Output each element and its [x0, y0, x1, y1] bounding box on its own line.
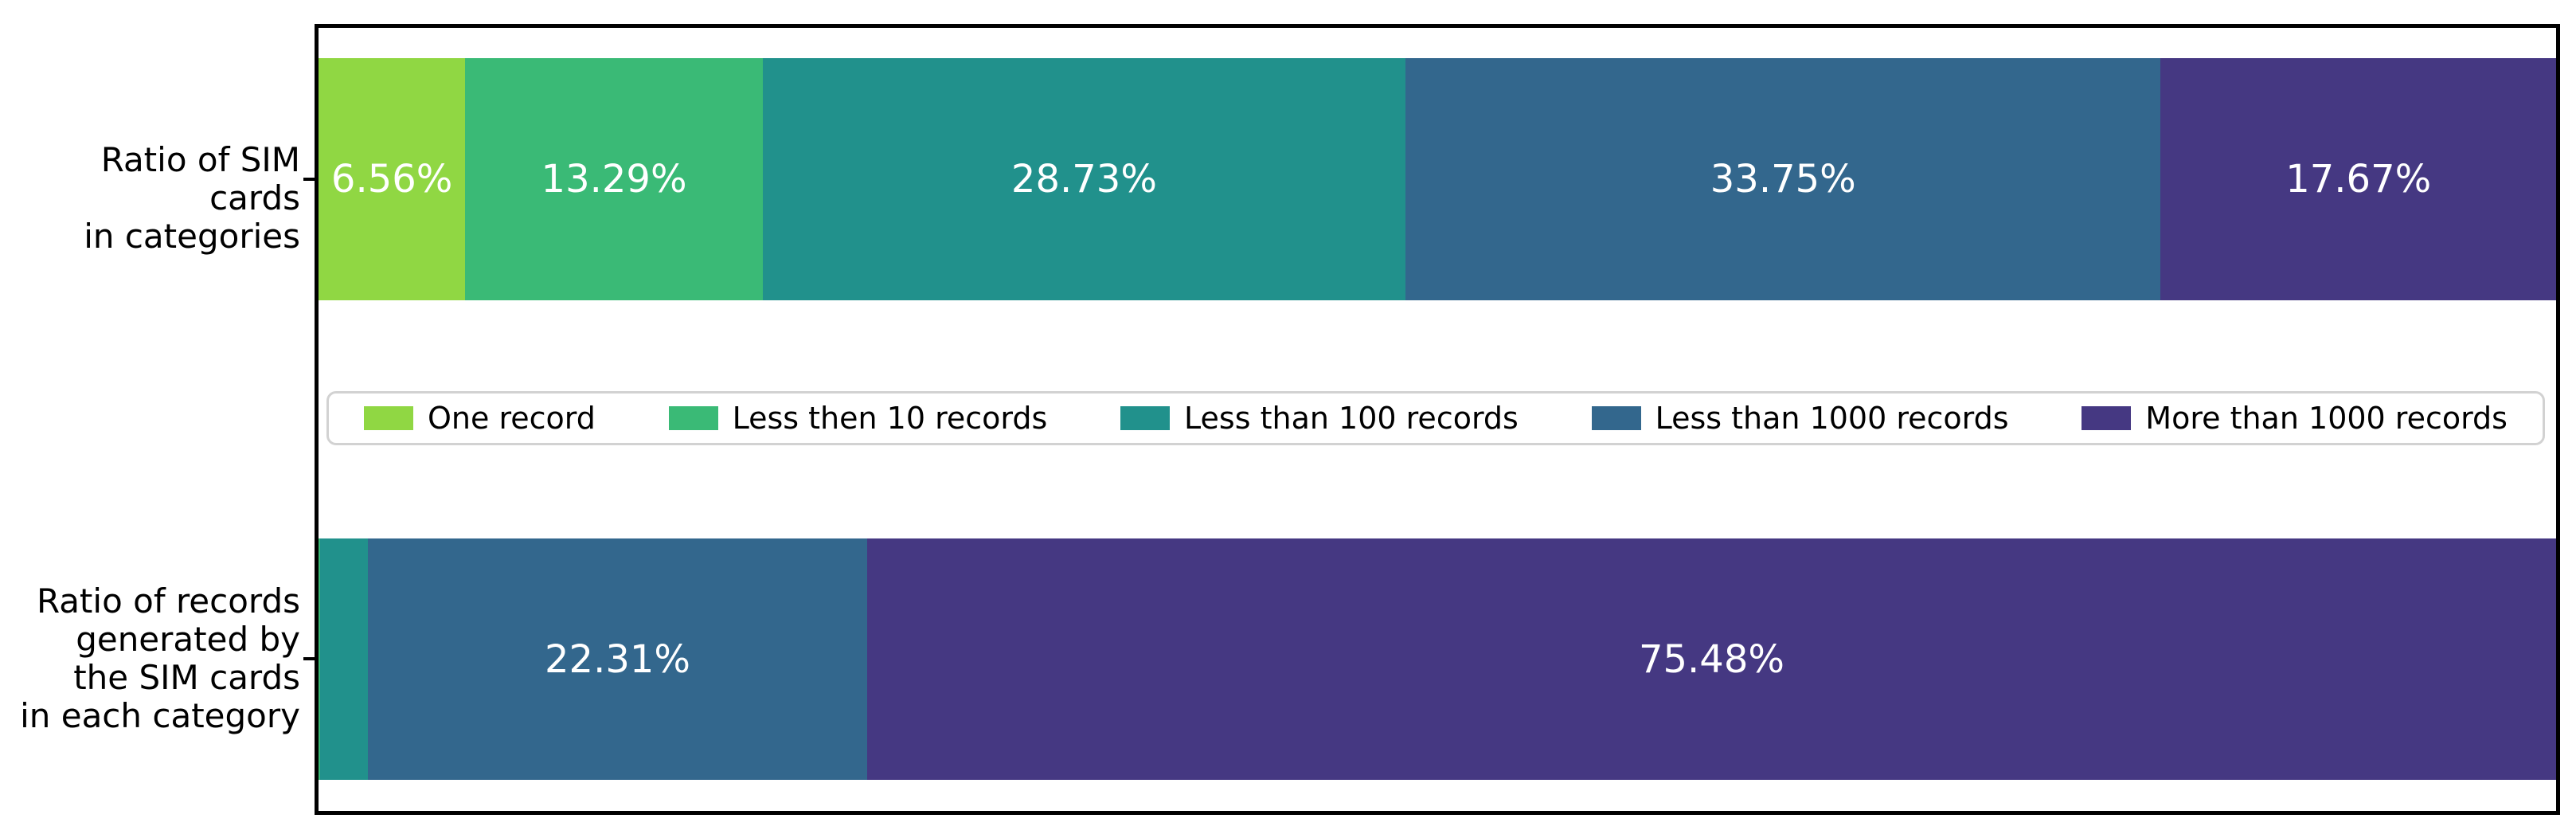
legend-swatch-icon	[364, 406, 413, 430]
category-label-sim-cards: Ratio of SIM cards in categories	[84, 140, 300, 256]
bar-segment-value-label: 28.73%	[1010, 157, 1157, 202]
legend-swatch-icon	[1591, 406, 1641, 430]
category-label-records: Ratio of records generated by the SIM ca…	[20, 581, 300, 735]
bar-segment-value-label: 13.29%	[541, 157, 687, 202]
bar-segment: 22.31%	[368, 538, 867, 780]
stacked-bar-sim-cards: 6.56% 13.29% 28.73% 33.75% 17.67%	[319, 58, 2556, 300]
bar-segment-value-label: 33.75%	[1710, 157, 1856, 202]
stacked-bar-records: 22.31% 75.48%	[319, 538, 2556, 780]
legend-item: Less than 1000 records	[1591, 401, 2009, 436]
bar-segment-value-label: 75.48%	[1638, 636, 1784, 682]
legend-item: Less than 100 records	[1120, 401, 1519, 436]
legend-item: More than 1000 records	[2082, 401, 2508, 436]
plot-area: 6.56% 13.29% 28.73% 33.75% 17.67% One record…	[315, 24, 2560, 815]
legend-item: One record	[364, 401, 596, 436]
legend-item-label: Less then 10 records	[732, 401, 1048, 436]
legend-item-label: More than 1000 records	[2145, 401, 2508, 436]
y-axis-tick-sim-cards	[303, 178, 315, 181]
legend-swatch-icon	[668, 406, 718, 430]
bar-segment: 33.75%	[1405, 58, 2161, 300]
bar-segment: 28.73%	[762, 58, 1406, 300]
bar-segment: 13.29%	[465, 58, 763, 300]
bar-segment-value-label: 6.56%	[330, 157, 453, 202]
bar-segment-value-label: 22.31%	[545, 636, 691, 682]
legend-item-label: One record	[428, 401, 596, 436]
bar-segment	[319, 538, 369, 780]
legend-swatch-icon	[2082, 406, 2132, 430]
y-axis-tick-records	[303, 657, 315, 660]
legend-item: Less then 10 records	[668, 401, 1048, 436]
bar-segment: 6.56%	[319, 58, 466, 300]
bar-segment: 17.67%	[2160, 58, 2556, 300]
legend-swatch-icon	[1120, 406, 1171, 430]
bar-segment: 75.48%	[866, 538, 2556, 780]
legend-item-label: Less than 1000 records	[1655, 401, 2009, 436]
legend: One record Less then 10 records Less than …	[326, 391, 2545, 445]
legend-item-label: Less than 100 records	[1184, 401, 1519, 436]
bar-segment-value-label: 17.67%	[2285, 157, 2432, 202]
